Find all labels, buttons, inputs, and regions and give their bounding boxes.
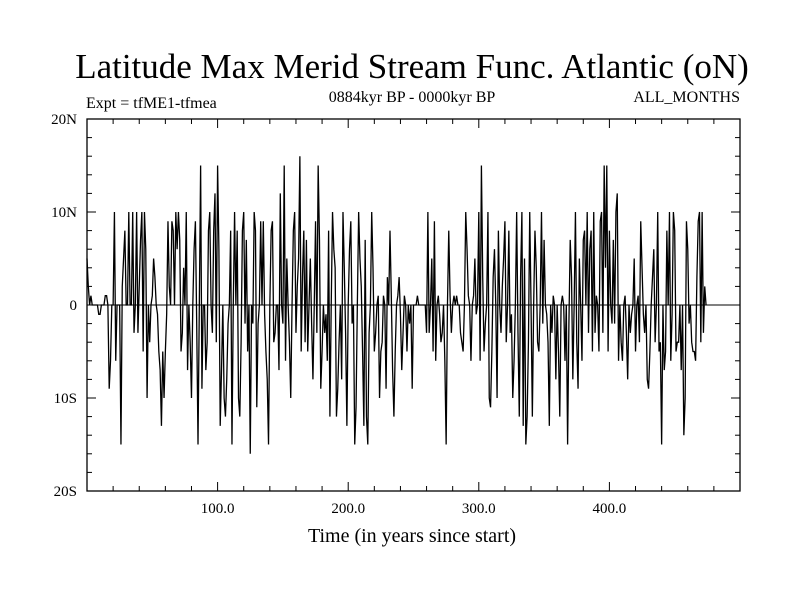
series-line bbox=[86, 156, 707, 454]
y-tick-label: 10S bbox=[54, 391, 77, 407]
x-axis: 100.0 200.0 300.0 400.0 bbox=[86, 119, 741, 517]
x-tick-label: 200.0 bbox=[331, 501, 365, 517]
months-label: ALL_MONTHS bbox=[633, 89, 740, 106]
chart-title: Latitude Max Merid Stream Func. Atlantic… bbox=[75, 47, 749, 86]
y-axis: 20N 10N 0 10S 20S bbox=[51, 112, 740, 500]
x-tick-label: 400.0 bbox=[593, 501, 627, 517]
y-tick-label: 20S bbox=[54, 484, 77, 500]
x-axis-label: Time (in years since start) bbox=[308, 525, 516, 547]
y-tick-label: 20N bbox=[51, 112, 77, 128]
plot-area bbox=[86, 118, 741, 492]
time-range-label: 0884kyr BP - 0000kyr BP bbox=[329, 89, 496, 106]
y-tick-label: 10N bbox=[51, 205, 77, 221]
x-tick-label: 300.0 bbox=[462, 501, 496, 517]
x-tick-label: 100.0 bbox=[201, 501, 235, 517]
y-tick-label: 0 bbox=[70, 298, 78, 314]
experiment-label: Expt = tfME1-tfmea bbox=[86, 95, 217, 112]
